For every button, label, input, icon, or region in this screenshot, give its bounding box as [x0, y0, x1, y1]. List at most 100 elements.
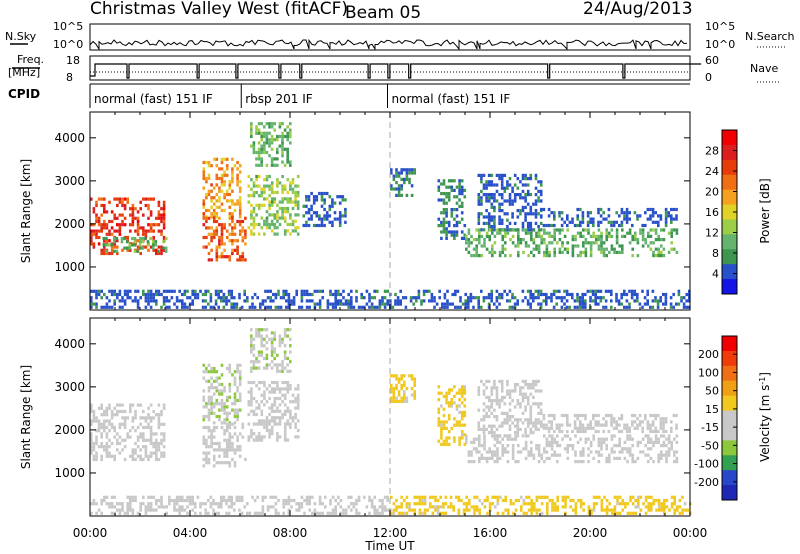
velocity-cell — [649, 440, 653, 444]
power-cell — [521, 209, 525, 213]
power-cell — [581, 292, 584, 297]
power-cell — [460, 179, 464, 183]
velocity-cell — [204, 511, 207, 515]
nave-tick-top: 60 — [705, 54, 719, 67]
velocity-cell — [526, 402, 530, 406]
power-cell — [592, 223, 595, 228]
velocity-cell — [473, 505, 476, 509]
velocity-cell — [278, 416, 282, 420]
velocity-cell — [566, 423, 569, 427]
velocity-cell — [289, 384, 292, 388]
power-cell — [440, 182, 443, 186]
power-cell — [537, 244, 541, 248]
power-cell — [302, 214, 306, 218]
velocity-cell — [305, 498, 309, 503]
velocity-cell — [439, 495, 442, 499]
power-cell — [231, 189, 234, 193]
power-cell — [493, 193, 496, 197]
velocity-cell — [265, 425, 269, 429]
velocity-cell — [634, 511, 637, 515]
power-cell — [136, 219, 140, 224]
velocity-cell — [620, 417, 624, 421]
velocity-cell — [553, 417, 556, 421]
power-cell — [295, 289, 298, 293]
velocity-cell — [289, 422, 292, 426]
velocity-cell — [238, 392, 242, 396]
power-cell — [550, 241, 554, 245]
velocity-cell — [639, 495, 643, 499]
velocity-cell — [511, 447, 515, 451]
power-cell — [155, 248, 158, 252]
power-cell — [521, 196, 525, 200]
power-cell — [300, 299, 304, 303]
power-cell — [202, 173, 206, 177]
velocity-cell — [157, 403, 161, 407]
velocity-cell — [123, 422, 127, 426]
velocity-cell — [675, 423, 678, 427]
velocity-cell — [550, 434, 554, 438]
power-cell — [574, 234, 577, 238]
velocity-cell — [605, 511, 609, 515]
power-cell — [341, 214, 345, 218]
velocity-cell — [231, 441, 234, 446]
power-cell — [477, 221, 481, 225]
power-cell — [482, 186, 486, 190]
velocity-cell — [465, 437, 468, 441]
velocity-cell — [149, 438, 153, 442]
velocity-cell — [289, 360, 292, 364]
power-cell — [454, 305, 457, 309]
power-cell — [268, 194, 271, 198]
power-cell — [516, 302, 519, 306]
velocity-cell — [485, 456, 489, 460]
velocity-cell — [579, 450, 582, 454]
velocity-cell — [220, 363, 224, 367]
power-cell — [320, 217, 324, 221]
velocity-cell — [561, 495, 565, 499]
velocity-cell — [126, 511, 129, 515]
power-cell — [263, 187, 266, 191]
velocity-cell — [118, 511, 122, 515]
velocity-cell — [494, 505, 497, 509]
power-cell — [118, 299, 122, 303]
power-cell — [162, 210, 166, 214]
velocity-cell — [553, 505, 557, 509]
power-cell — [514, 228, 517, 232]
velocity-cell — [337, 495, 340, 499]
velocity-cell — [223, 461, 226, 465]
power-cell — [220, 239, 224, 243]
velocity-cell — [504, 447, 507, 451]
velocity-cell — [597, 423, 600, 427]
velocity-cell — [477, 424, 481, 428]
power-cell — [289, 184, 292, 188]
power-cell — [485, 296, 488, 300]
velocity-cell — [121, 409, 124, 414]
power-cell — [543, 228, 546, 232]
power-cell — [231, 173, 234, 177]
power-cell — [478, 231, 481, 235]
power-cell — [482, 173, 486, 177]
velocity-cell — [238, 408, 242, 412]
power-cell — [501, 247, 504, 251]
power-cell — [255, 203, 258, 207]
power-cell — [631, 254, 634, 258]
velocity-cell — [665, 453, 668, 457]
velocity-cell — [499, 495, 502, 499]
power-cell — [511, 186, 514, 190]
velocity-cell — [295, 502, 298, 506]
power-cell — [144, 299, 148, 303]
power-cell — [243, 299, 246, 303]
power-cell — [498, 177, 501, 181]
velocity-cell — [637, 498, 640, 503]
power-cell — [92, 242, 96, 246]
velocity-cell — [410, 374, 414, 378]
velocity-cell — [155, 454, 158, 458]
power-cell — [318, 217, 321, 221]
velocity-cell — [162, 445, 166, 449]
power-cell — [116, 197, 119, 201]
velocity-cell — [291, 419, 295, 423]
power-cell — [589, 296, 592, 300]
velocity-cell — [654, 426, 657, 430]
power-cell — [467, 231, 471, 235]
velocity-cell — [231, 457, 234, 462]
velocity-cell — [257, 406, 261, 410]
